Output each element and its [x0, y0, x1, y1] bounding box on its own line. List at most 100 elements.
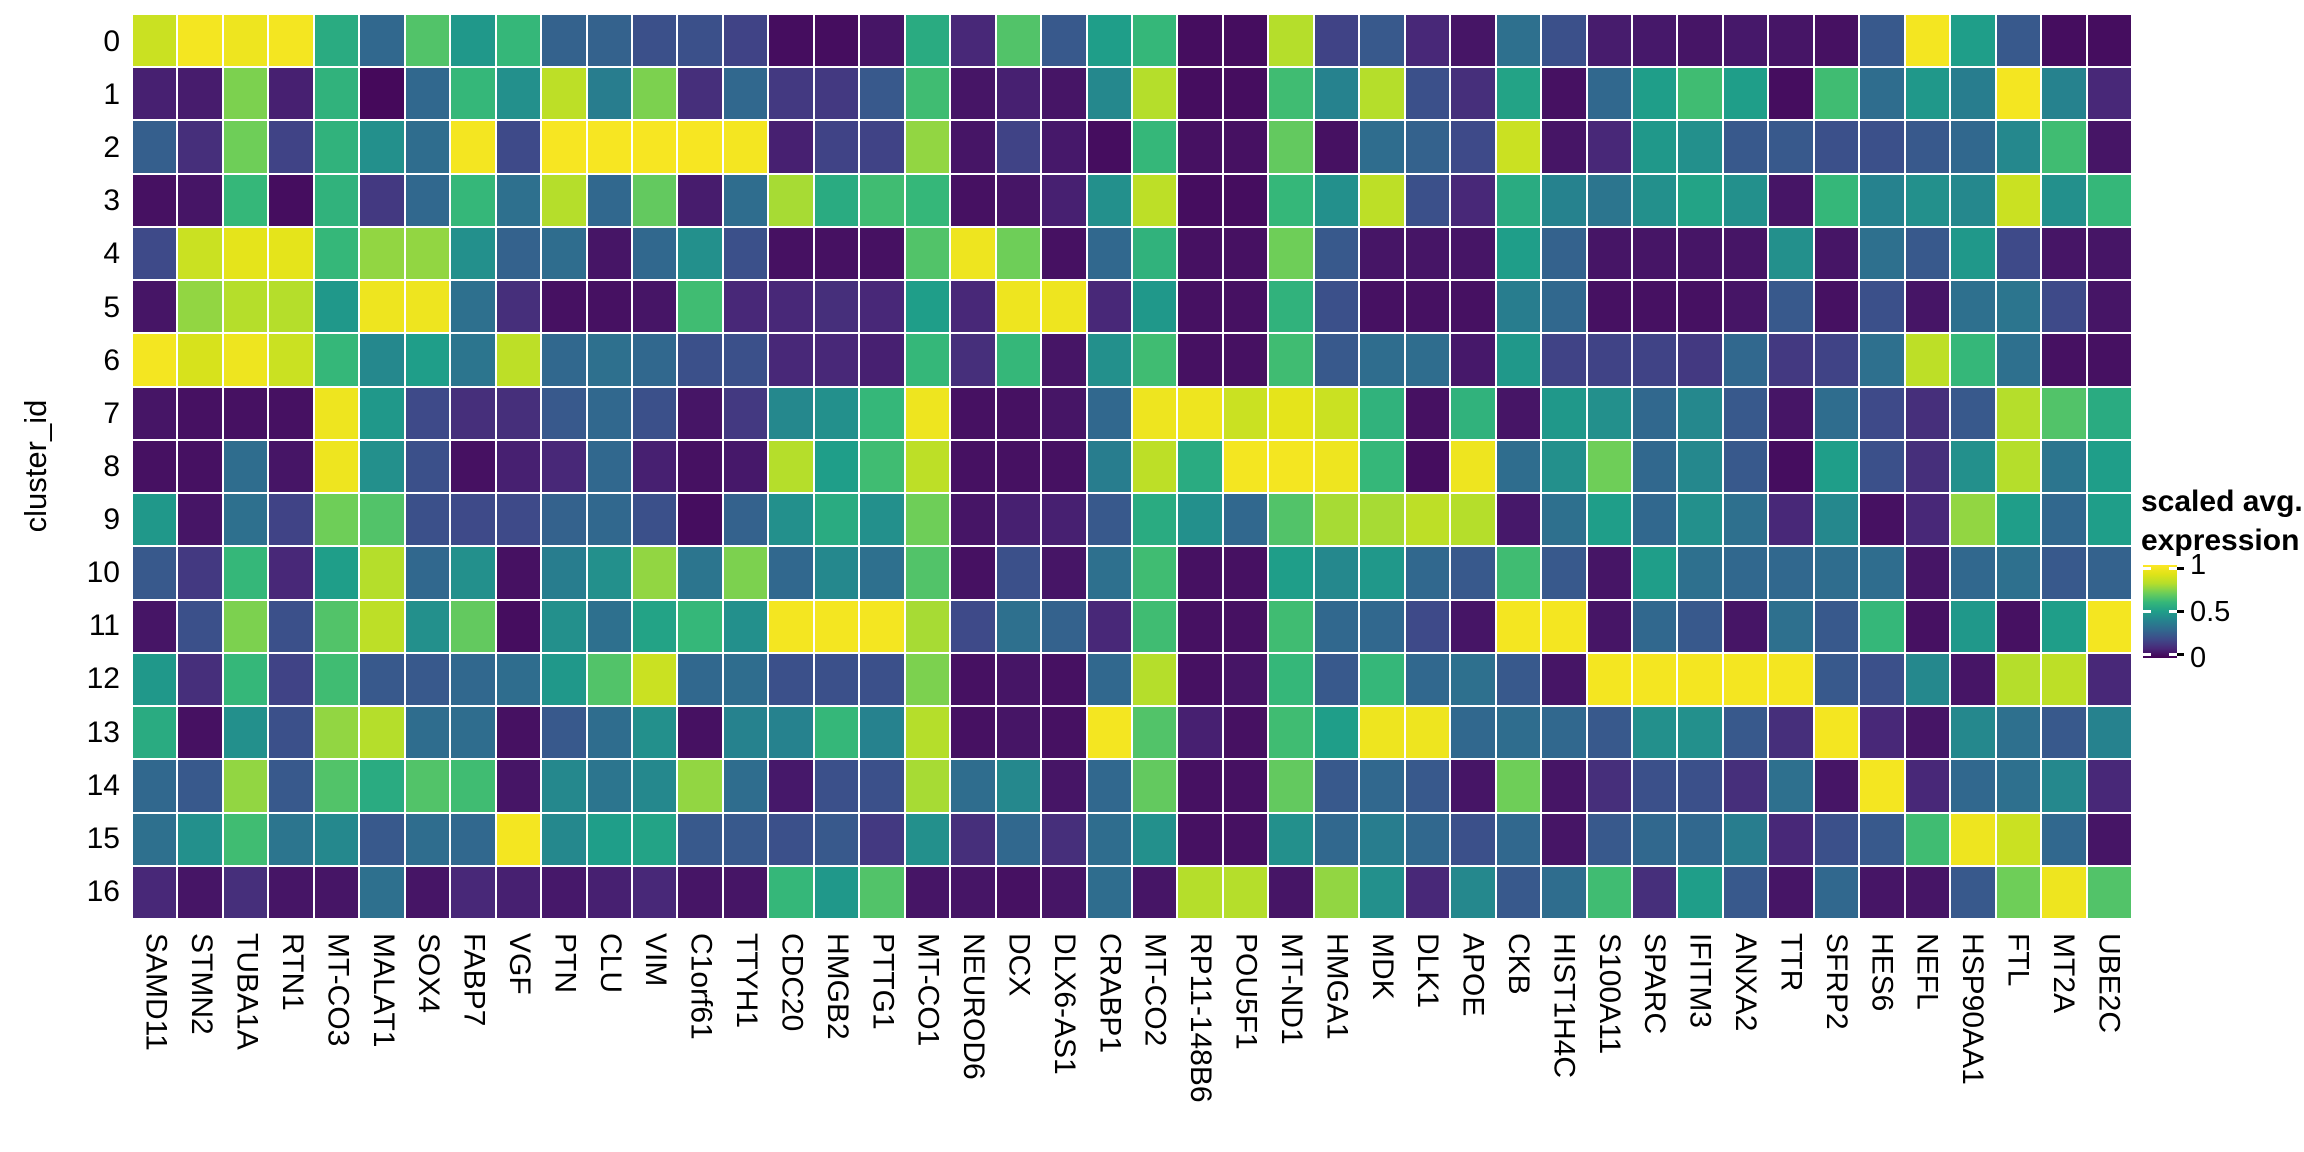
heatmap-cell	[223, 494, 268, 546]
heatmap-cell	[2042, 68, 2086, 120]
cluster-row-label: 15	[86, 821, 120, 855]
heatmap-cell	[1451, 174, 1495, 226]
heatmap-cell	[314, 334, 359, 386]
gene-column-label: FTL	[2001, 933, 2035, 987]
heatmap-cell	[2042, 494, 2086, 546]
heatmap-cell	[1269, 440, 1313, 493]
heatmap-cell	[1678, 68, 1722, 120]
heatmap-cell	[1178, 494, 1222, 546]
gene-column-label: TUBA1A	[230, 933, 264, 1050]
heatmap-cell	[860, 600, 904, 652]
heatmap-cell	[1223, 440, 1268, 493]
heatmap-cell	[1678, 866, 1722, 918]
heatmap-cell	[405, 227, 450, 280]
heatmap-cell	[1405, 174, 1450, 226]
heatmap-cell	[1223, 121, 1268, 173]
heatmap-cell	[1814, 760, 1859, 812]
heatmap-cell	[1905, 334, 1950, 386]
gene-column-label: HIST1H4C	[1547, 933, 1581, 1079]
heatmap-cell	[2042, 653, 2086, 706]
heatmap-cell	[1632, 653, 1677, 706]
heatmap-cell	[905, 15, 950, 67]
heatmap-cell	[1769, 653, 1813, 706]
heatmap-cell	[1860, 813, 1904, 865]
gene-column-label: SFRP2	[1819, 933, 1853, 1030]
gene-column-label: VGF	[502, 933, 536, 995]
heatmap-cell	[1769, 227, 1813, 280]
heatmap-cell	[405, 281, 450, 333]
heatmap-cell	[405, 121, 450, 173]
heatmap-cell	[405, 653, 450, 706]
heatmap-cell	[632, 334, 677, 386]
heatmap-cell	[1451, 281, 1495, 333]
heatmap-cell	[1542, 15, 1586, 67]
heatmap-cell	[405, 68, 450, 120]
heatmap-cell	[496, 653, 541, 706]
heatmap-cell	[1632, 121, 1677, 173]
heatmap-cell	[1223, 227, 1268, 280]
heatmap-cell	[587, 600, 631, 652]
heatmap-cell	[405, 760, 450, 812]
heatmap-cell	[1042, 121, 1086, 173]
heatmap-cell	[1178, 121, 1222, 173]
heatmap-cell	[1314, 334, 1359, 386]
heatmap-cell	[1087, 760, 1131, 812]
heatmap-cell	[1405, 281, 1450, 333]
heatmap-cell	[860, 440, 904, 493]
heatmap-cell	[2042, 600, 2086, 652]
heatmap-cell	[632, 813, 677, 865]
heatmap-cell	[1132, 813, 1177, 865]
heatmap-cell	[1678, 121, 1722, 173]
heatmap-cell	[496, 68, 541, 120]
heatmap-cell	[1814, 227, 1859, 280]
heatmap-cell	[1405, 866, 1450, 918]
heatmap-cell	[1723, 121, 1768, 173]
heatmap-cell	[814, 15, 859, 67]
heatmap-cell	[2087, 227, 2131, 280]
heatmap-cell	[1042, 547, 1086, 599]
heatmap-cell	[860, 653, 904, 706]
heatmap-cell	[133, 707, 177, 759]
heatmap-cell	[1587, 494, 1631, 546]
heatmap-cell	[1632, 387, 1677, 439]
legend-tick-label: 1	[2190, 549, 2207, 581]
heatmap-cell	[223, 547, 268, 599]
heatmap-cell	[951, 600, 995, 652]
heatmap-cell	[1587, 174, 1631, 226]
heatmap-cell	[1769, 174, 1813, 226]
heatmap-cell	[1951, 760, 1995, 812]
heatmap-cell	[451, 334, 495, 386]
heatmap-cell	[905, 813, 950, 865]
heatmap-cell	[1860, 760, 1904, 812]
heatmap-cell	[1132, 866, 1177, 918]
heatmap-cell	[223, 68, 268, 120]
heatmap-cell	[951, 227, 995, 280]
heatmap-cell	[1769, 600, 1813, 652]
heatmap-cell	[1542, 653, 1586, 706]
heatmap-cell	[678, 760, 722, 812]
heatmap-cell	[905, 600, 950, 652]
heatmap-cell	[1223, 760, 1268, 812]
heatmap-cell	[223, 813, 268, 865]
heatmap-cell	[1814, 494, 1859, 546]
heatmap-cell	[1678, 334, 1722, 386]
heatmap-cell	[178, 813, 222, 865]
heatmap-cell	[814, 547, 859, 599]
cluster-row-label: 2	[103, 131, 120, 165]
heatmap-cell	[678, 281, 722, 333]
gene-column-label: MDK	[1365, 933, 1399, 1000]
heatmap-cell	[360, 600, 404, 652]
heatmap-cell	[678, 547, 722, 599]
heatmap-cell	[314, 600, 359, 652]
heatmap-cell	[1951, 281, 1995, 333]
heatmap-cell	[1996, 760, 2041, 812]
cluster-row-label: 9	[103, 503, 120, 537]
heatmap-cell	[360, 866, 404, 918]
gene-column-label: STMN2	[185, 933, 219, 1035]
heatmap-cell	[996, 174, 1041, 226]
heatmap-cell	[360, 653, 404, 706]
heatmap-cell	[542, 653, 586, 706]
heatmap-cell	[1314, 68, 1359, 120]
heatmap-cell	[723, 174, 768, 226]
heatmap-cell	[1314, 813, 1359, 865]
